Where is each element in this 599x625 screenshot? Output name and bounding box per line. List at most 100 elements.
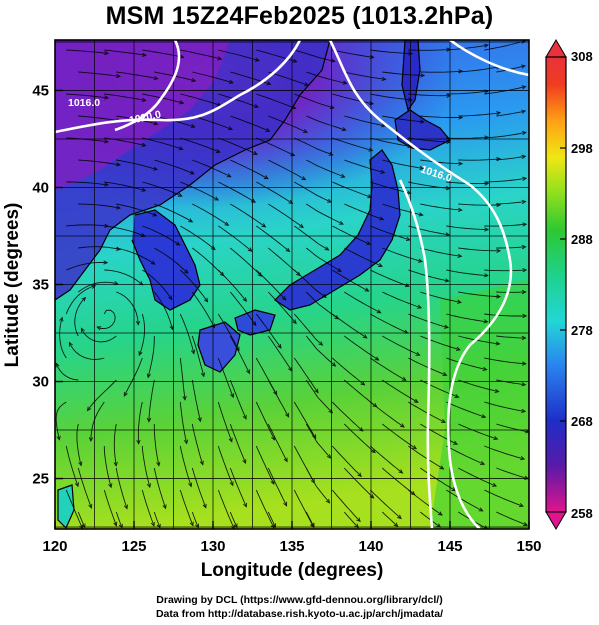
streamline-arrowhead <box>228 79 234 84</box>
streamline <box>153 511 161 528</box>
streamline <box>420 159 463 165</box>
streamline-arrowhead <box>277 343 282 349</box>
streamline <box>256 225 290 252</box>
streamline <box>179 489 194 526</box>
streamline <box>179 357 186 400</box>
streamline <box>229 335 250 374</box>
streamline-arrowhead <box>285 247 291 253</box>
streamline-arrowhead <box>325 498 331 504</box>
streamline-arrowhead <box>401 376 407 381</box>
streamline-arrowhead <box>229 393 235 399</box>
streamline <box>255 445 275 485</box>
streamline-arrowhead <box>217 56 223 61</box>
streamline <box>484 489 524 507</box>
streamline <box>484 86 526 95</box>
streamline-arrowhead <box>81 296 87 302</box>
footer-credit-data: Data from http://database.rish.kyoto-u.a… <box>155 608 444 620</box>
streamline-arrowhead <box>189 170 195 175</box>
streamline-arrowhead <box>362 334 368 339</box>
streamline-arrowhead <box>190 349 196 355</box>
streamline-arrowhead <box>281 295 287 301</box>
streamline-arrowhead <box>480 460 486 465</box>
streamline-arrowhead <box>91 284 97 289</box>
streamline <box>66 93 109 99</box>
streamline <box>344 291 381 314</box>
streamline-arrowhead <box>56 435 61 441</box>
streamline <box>80 328 117 343</box>
streamline-arrowhead <box>254 104 260 109</box>
streamline <box>496 335 526 339</box>
streamline <box>370 181 411 194</box>
streamline-arrowhead <box>453 440 459 445</box>
streamline-arrowhead <box>188 482 193 488</box>
x-tick-label: 140 <box>358 538 383 555</box>
streamline-arrowhead <box>368 147 374 152</box>
streamline-arrowhead <box>210 245 216 251</box>
streamline <box>217 489 235 529</box>
streamline <box>294 49 335 62</box>
streamline-arrowhead <box>190 123 196 129</box>
streamline <box>268 203 304 228</box>
x-tick-label: 130 <box>200 538 225 555</box>
x-tick-label: 125 <box>121 538 146 555</box>
streamline <box>142 269 173 300</box>
x-axis: 120 125 130 135 140 145 150 <box>42 521 542 555</box>
streamline-arrowhead <box>521 64 527 69</box>
streamline <box>267 379 289 418</box>
streamline-arrowhead <box>484 273 489 278</box>
streamline <box>446 313 488 323</box>
streamline <box>446 136 489 139</box>
streamline <box>496 110 526 117</box>
streamline-arrowhead <box>285 412 290 418</box>
streamline-arrowhead <box>141 97 147 103</box>
streamline <box>142 49 184 58</box>
streamline <box>332 49 374 58</box>
streamline <box>113 423 117 466</box>
streamline-arrowhead <box>183 269 189 274</box>
streamline-arrowhead <box>191 77 197 83</box>
streamline-arrowhead <box>283 457 288 463</box>
streamline <box>332 269 369 292</box>
streamline-arrowhead <box>242 414 247 420</box>
streamline-arrowhead <box>141 142 147 147</box>
streamline-arrowhead <box>456 299 462 304</box>
streamline-arrowhead <box>458 69 464 74</box>
streamline <box>268 71 309 86</box>
streamline <box>344 335 379 361</box>
streamline <box>458 247 501 252</box>
streamline-arrowhead <box>291 105 297 110</box>
streamline <box>344 159 385 174</box>
streamline <box>267 511 276 528</box>
temperature-field: 1016.0 1020.0 1016.0 <box>55 40 529 529</box>
streamline <box>331 489 361 522</box>
streamline <box>382 379 419 403</box>
isobar-lines <box>55 40 529 529</box>
isobar-label-1: 1016.0 <box>68 97 100 109</box>
streamline <box>420 379 459 398</box>
streamline-arrowhead <box>418 258 423 263</box>
streamline <box>147 336 155 378</box>
streamline <box>78 115 121 122</box>
streamline <box>230 115 270 132</box>
streamline <box>68 342 105 360</box>
streamline <box>458 379 499 393</box>
streamline <box>229 291 257 326</box>
streamline <box>138 313 145 356</box>
streamline <box>116 159 158 171</box>
streamline <box>306 159 345 178</box>
streamline-arrowhead <box>104 139 110 144</box>
streamline <box>229 511 238 528</box>
streamline-arrowhead <box>115 205 122 210</box>
streamline <box>293 489 315 528</box>
streamline <box>370 357 407 381</box>
streamline-arrowhead <box>59 316 64 322</box>
streamline <box>484 445 525 460</box>
streamline-arrowhead <box>242 297 248 303</box>
streamline <box>408 445 444 470</box>
colorbar-bottom-arrow <box>545 511 567 530</box>
streamline <box>180 49 222 60</box>
streamline-arrowhead <box>521 109 527 114</box>
streamline-arrowhead <box>484 227 490 232</box>
streamline <box>344 115 386 127</box>
